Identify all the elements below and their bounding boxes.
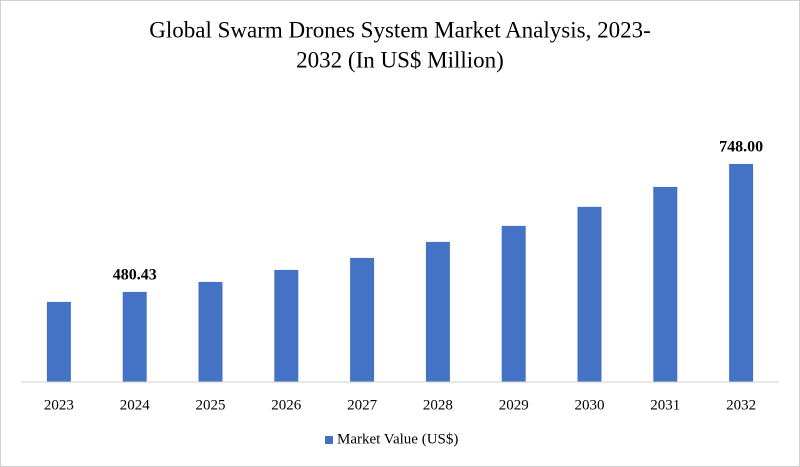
x-tick-label: 2030 [575,397,605,413]
bar [729,163,754,382]
bar [501,225,526,382]
x-tick-label: 2032 [726,397,756,413]
x-tick-label: 2029 [499,397,529,413]
legend-label: Market Value (US$) [337,431,458,447]
bar [198,281,223,382]
bar [274,269,299,382]
bar [653,186,678,382]
bar [350,257,375,382]
data-label: 480.43 [113,267,157,284]
x-tick-label: 2025 [196,397,226,413]
x-tick-label: 2028 [423,397,453,413]
x-tick-label: 2027 [347,397,378,413]
legend-swatch [325,436,333,444]
bar [425,241,450,382]
bar [577,206,602,382]
x-tick-label: 2024 [120,397,151,413]
data-label: 748.00 [719,139,763,156]
x-tick-label: 2031 [650,397,680,413]
x-tick-label: 2023 [44,397,74,413]
bar [122,291,147,382]
bar [46,301,71,382]
chart-title: 2032 (In US$ Million) [296,47,504,72]
chart-title: Global Swarm Drones System Market Analys… [149,17,650,42]
x-tick-label: 2026 [271,397,302,413]
